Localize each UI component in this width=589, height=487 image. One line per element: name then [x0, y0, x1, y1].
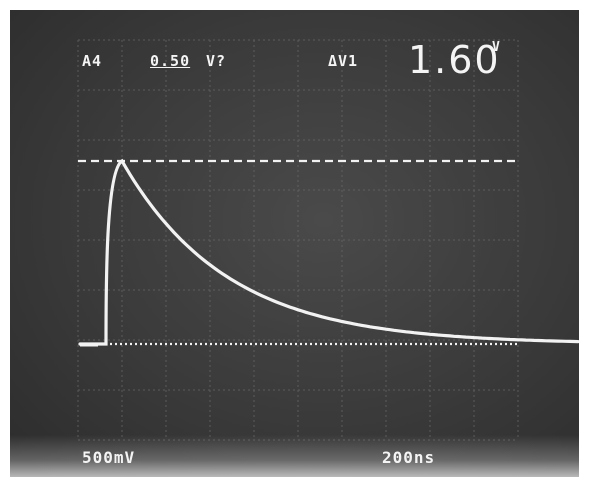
- oscilloscope-screen: A4 0.50 V? ΔV1 1.60 V 500mV 200ns: [10, 10, 579, 477]
- screen-bottom-glow: [10, 435, 579, 477]
- mode-readout: V?: [206, 52, 227, 70]
- scale-factor-readout: 0.50: [150, 52, 191, 70]
- delta-v-value: 1.60: [408, 38, 501, 82]
- signal-trace: [78, 158, 579, 346]
- volts-per-div-readout: 500mV: [82, 448, 136, 467]
- delta-v-unit: V: [492, 40, 500, 55]
- time-per-div-readout: 200ns: [382, 448, 436, 467]
- delta-v-label: ΔV1: [328, 52, 359, 70]
- channel-label: A4: [82, 52, 103, 70]
